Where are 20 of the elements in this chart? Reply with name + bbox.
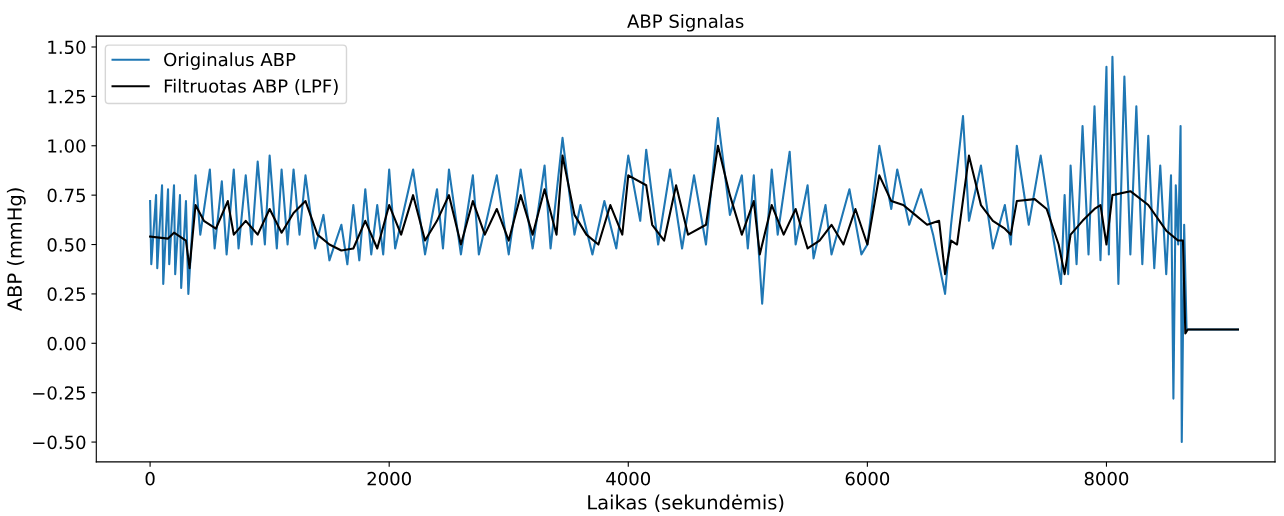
x-tick-label: 0 xyxy=(145,471,155,486)
y-tick-label: 0.00 xyxy=(47,336,86,351)
legend-label: Originalus ABP xyxy=(164,52,296,70)
y-tick-label: 1.50 xyxy=(48,40,86,55)
x-axis-title: Laikas (sekundėmis) xyxy=(588,494,784,512)
y-tick-label: −0.50 xyxy=(33,435,86,450)
y-axis-title: ABP (mmHg) xyxy=(6,188,26,312)
y-tick-label: −0.25 xyxy=(33,386,85,400)
y-tick-label: 1.25 xyxy=(48,89,85,104)
x-tick-label: 4000 xyxy=(606,471,651,486)
x-tick-label: 8000 xyxy=(1084,471,1129,486)
y-tick-label: 0.25 xyxy=(47,287,85,302)
x-tick-label: 2000 xyxy=(367,471,411,486)
x-tick-label: 6000 xyxy=(845,471,890,486)
legend-label: Filtruotas ABP (LPF) xyxy=(164,78,338,95)
chart-title: ABP Signalas xyxy=(627,14,744,32)
y-tick-label: 0.50 xyxy=(47,237,86,252)
line-series xyxy=(149,144,1239,335)
y-tick-label: 0.75 xyxy=(47,188,85,203)
y-tick-label: 1.00 xyxy=(48,139,86,153)
